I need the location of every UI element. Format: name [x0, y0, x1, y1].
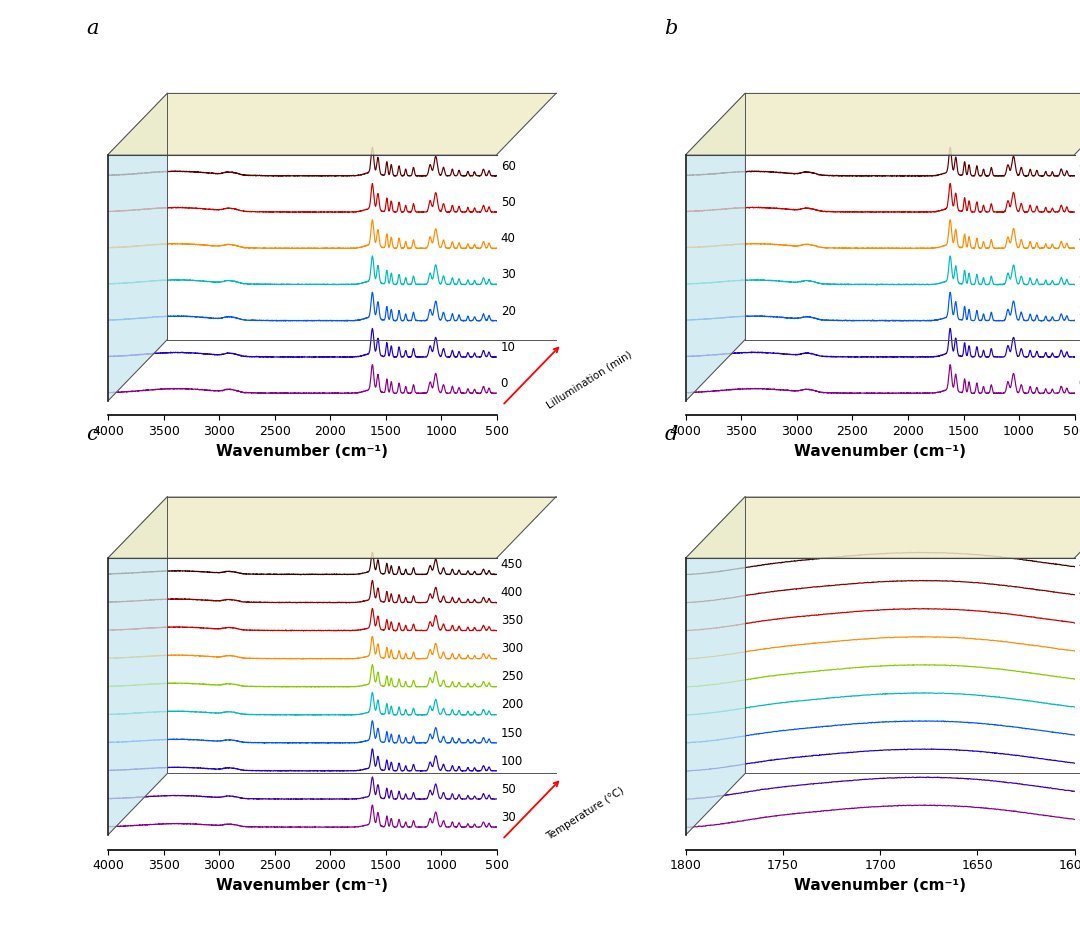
Text: Lillumination (min): Lillumination (min) [545, 349, 634, 411]
Text: 50: 50 [501, 783, 515, 796]
Text: 350: 350 [1079, 615, 1080, 627]
Text: a: a [86, 19, 99, 38]
Text: 300: 300 [1079, 642, 1080, 655]
Text: 20: 20 [1079, 305, 1080, 317]
Text: Temperature (°C): Temperature (°C) [545, 785, 626, 842]
Text: d: d [664, 425, 677, 444]
Text: 450: 450 [501, 558, 523, 571]
Text: 0: 0 [1079, 377, 1080, 390]
Text: 30: 30 [1079, 268, 1080, 281]
Text: 30: 30 [501, 268, 515, 281]
Text: 400: 400 [1079, 586, 1080, 599]
Text: c: c [86, 425, 98, 444]
Text: 30: 30 [1079, 811, 1080, 824]
Text: 100: 100 [501, 754, 523, 767]
Text: 450: 450 [1079, 558, 1080, 571]
Text: 0: 0 [501, 377, 508, 390]
Text: 250: 250 [1079, 670, 1080, 683]
X-axis label: Wavenumber (cm⁻¹): Wavenumber (cm⁻¹) [216, 878, 389, 893]
Text: 50: 50 [1079, 783, 1080, 796]
X-axis label: Wavenumber (cm⁻¹): Wavenumber (cm⁻¹) [794, 444, 967, 459]
Text: 250: 250 [501, 670, 523, 683]
Text: 30: 30 [501, 811, 515, 824]
Text: 400: 400 [501, 586, 523, 599]
Text: 50: 50 [1079, 196, 1080, 209]
Text: 150: 150 [1079, 727, 1080, 739]
Text: 10: 10 [1079, 341, 1080, 354]
Text: 40: 40 [1079, 232, 1080, 245]
Text: 40: 40 [501, 232, 515, 245]
Text: 150: 150 [501, 727, 523, 739]
Text: 350: 350 [501, 615, 523, 627]
Text: 50: 50 [501, 196, 515, 209]
Text: 300: 300 [501, 642, 523, 655]
X-axis label: Wavenumber (cm⁻¹): Wavenumber (cm⁻¹) [794, 878, 967, 893]
Text: 60: 60 [501, 160, 515, 173]
Text: 100: 100 [1079, 754, 1080, 767]
Text: 10: 10 [501, 341, 515, 354]
Text: 60: 60 [1079, 160, 1080, 173]
Text: 200: 200 [1079, 699, 1080, 712]
Text: 20: 20 [501, 305, 515, 317]
X-axis label: Wavenumber (cm⁻¹): Wavenumber (cm⁻¹) [216, 444, 389, 459]
Text: 200: 200 [501, 699, 523, 712]
Text: b: b [664, 19, 677, 38]
